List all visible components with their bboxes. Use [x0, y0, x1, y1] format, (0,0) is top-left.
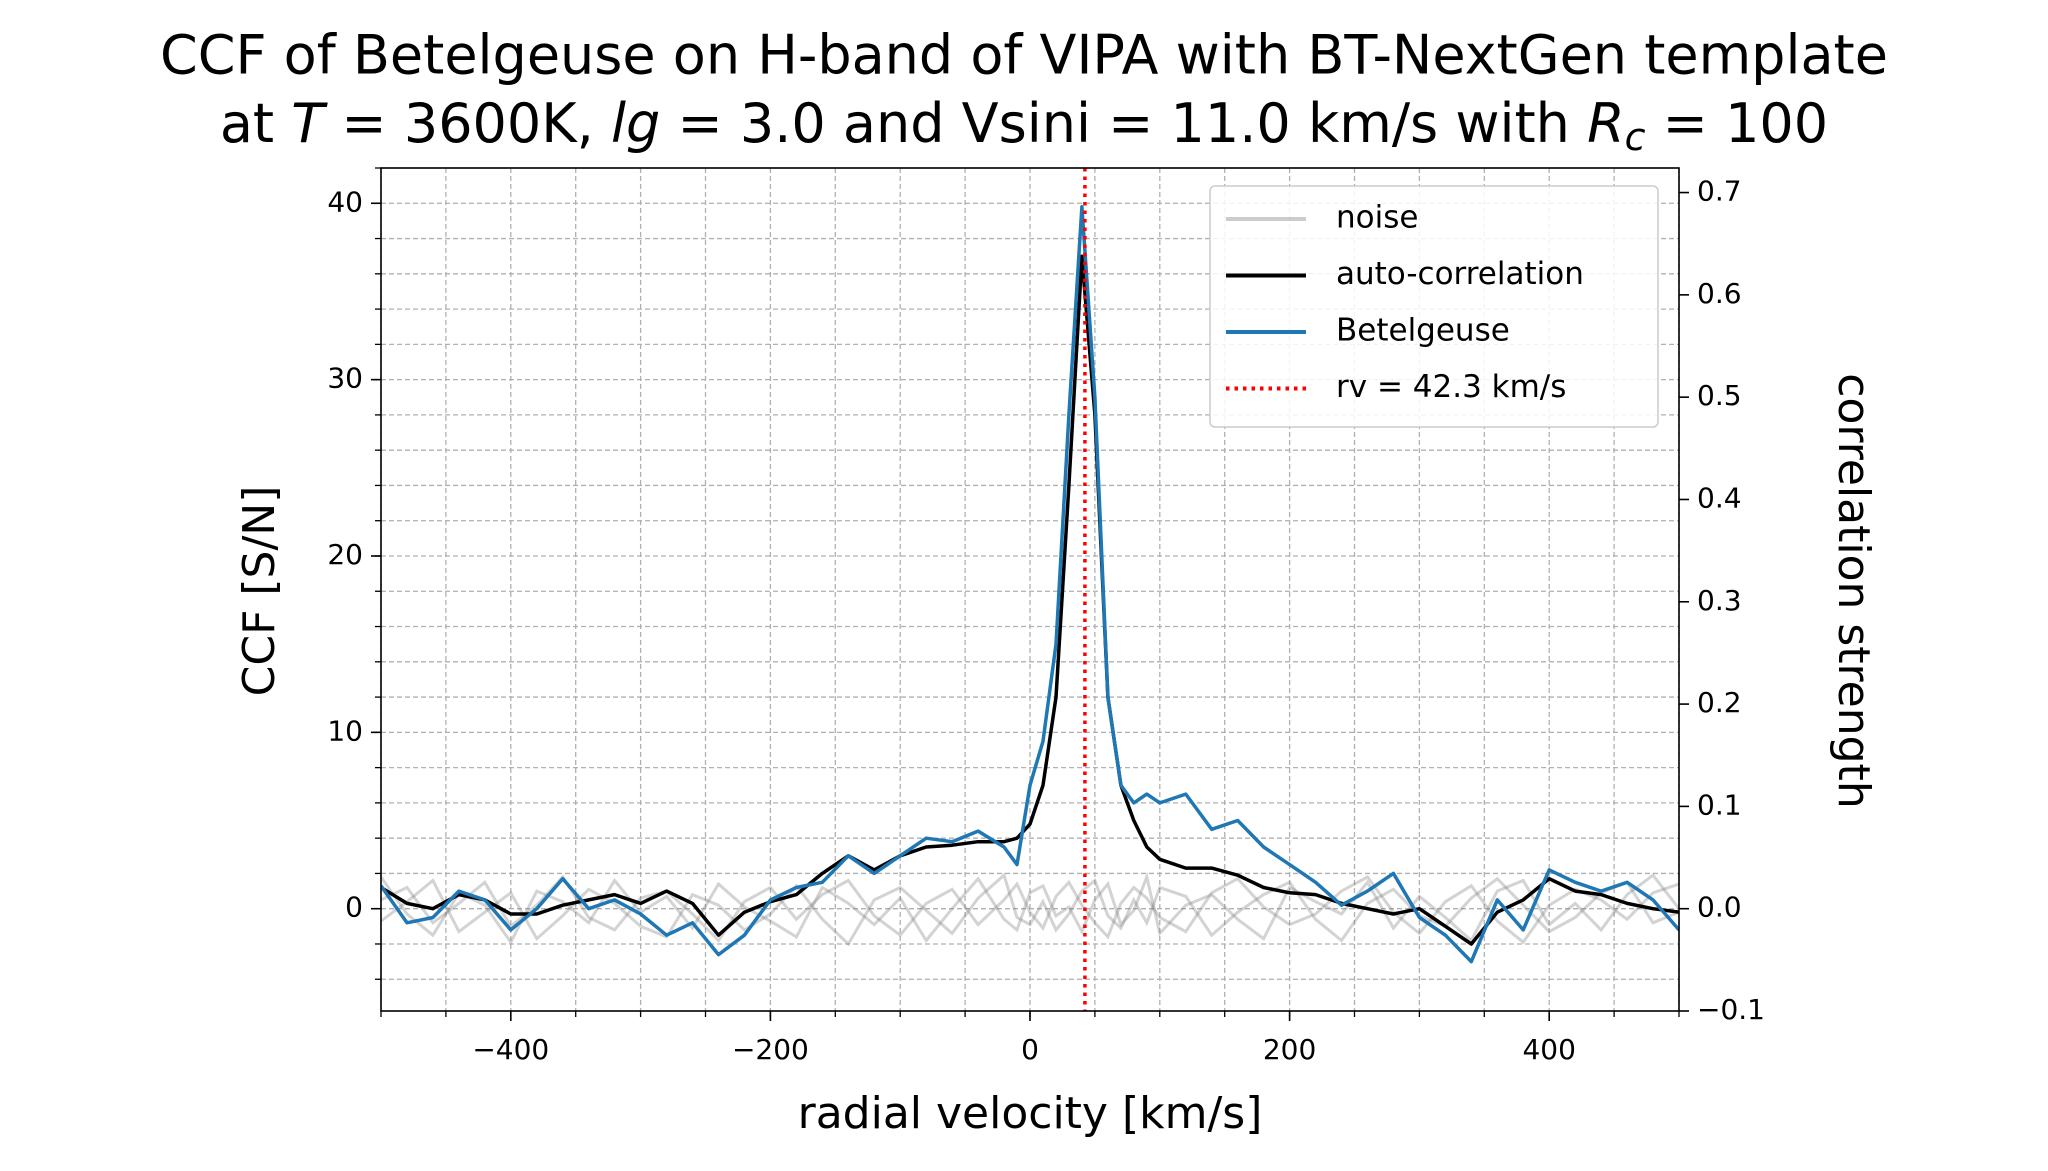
title-segment: c [1625, 115, 1646, 159]
y2-tick-label: 0.4 [1697, 481, 1742, 514]
y2-tick-label: 0.2 [1697, 686, 1742, 719]
y2-tick-label: 0.3 [1697, 584, 1742, 617]
y2-axis-label: correlation strength [1828, 373, 1879, 808]
title-segment: = 100 [1646, 92, 1829, 155]
x-tick-label: 400 [1522, 1033, 1575, 1066]
legend-label: rv = 42.3 km/s [1336, 369, 1566, 405]
legend-label: noise [1336, 200, 1418, 236]
y-axis-label: CCF [S/N] [234, 486, 285, 697]
series-line [381, 205, 1679, 964]
x-tick-label: −400 [472, 1033, 549, 1066]
legend-label: auto-correlation [1336, 256, 1584, 292]
title-segment: lg [611, 92, 660, 155]
chart-title-line2: at T = 3600K, lg = 3.0 and Vsini = 11.0 … [220, 92, 1828, 159]
y2-tick-label: 0.0 [1697, 891, 1742, 924]
x-tick-label: −200 [732, 1033, 809, 1066]
noise-trace [381, 871, 1679, 946]
x-axis-label: radial velocity [km/s] [798, 1088, 1263, 1139]
y2-tick-label: 0.1 [1697, 788, 1742, 821]
y-tick-label: 20 [327, 538, 363, 571]
y2-tick-label: 0.5 [1697, 379, 1742, 412]
y2-tick-label: 0.6 [1697, 277, 1742, 310]
legend-box [1209, 185, 1659, 428]
series-line [381, 254, 1679, 946]
title-segment: R [1587, 92, 1625, 155]
title-segment: = 3600K, [324, 92, 611, 155]
noise-trace [381, 874, 1679, 945]
title-segment: = 3.0 and Vsini = 11.0 km/s with [660, 92, 1587, 155]
y-tick-label: 10 [327, 714, 363, 747]
x-tick-label: 200 [1263, 1033, 1316, 1066]
x-tick-label: 0 [1021, 1033, 1039, 1066]
y2-tick-label: −0.1 [1697, 993, 1765, 1026]
y-tick-label: 40 [327, 185, 363, 218]
y-tick-label: 0 [345, 891, 363, 924]
noise-trace [381, 872, 1679, 947]
chart-title: CCF of Betelgeuse on H-band of VIPA with… [160, 24, 1888, 87]
y2-tick-label: 0.7 [1697, 175, 1742, 208]
legend-label: Betelgeuse [1336, 313, 1510, 349]
title-segment: T [291, 92, 328, 155]
y-tick-label: 30 [327, 362, 363, 395]
title-segment: at [220, 92, 291, 155]
plot-lines [381, 205, 1679, 964]
